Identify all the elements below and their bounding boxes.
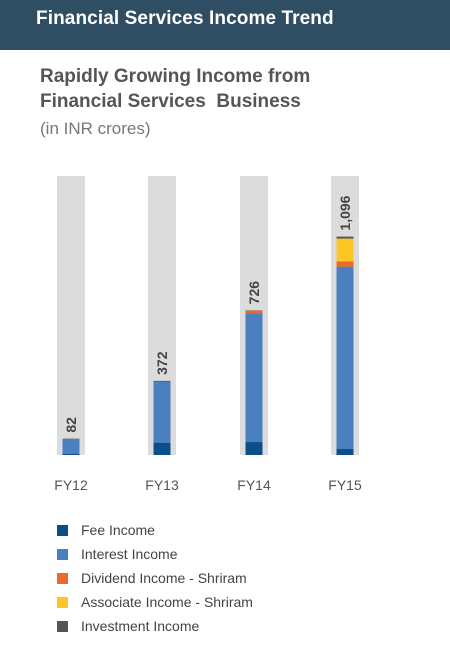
bar-segment-FY13-0 bbox=[153, 442, 171, 455]
bar-segment-FY14-2 bbox=[245, 310, 263, 314]
bar-segment-FY15-4 bbox=[336, 236, 354, 239]
legend-swatch bbox=[57, 573, 68, 584]
bar-track-FY12 bbox=[57, 176, 85, 455]
legend-swatch bbox=[57, 549, 68, 560]
chart-title: Rapidly Growing Income from Financial Se… bbox=[40, 64, 420, 114]
legend-label: Associate Income - Shriram bbox=[81, 594, 253, 610]
unit-label: (in INR crores) bbox=[40, 119, 151, 138]
total-label-FY15: 1,096 bbox=[337, 195, 353, 230]
bar-segment-FY15-0 bbox=[336, 449, 354, 455]
stacked-bar-chart: 82 FY12 372 FY13 726 FY14 1,096 FY15 bbox=[54, 176, 362, 493]
bar-segment-FY14-0 bbox=[245, 442, 263, 455]
total-label-FY12: 82 bbox=[63, 417, 79, 433]
legend-label: Interest Income bbox=[81, 546, 178, 562]
legend-swatch bbox=[57, 621, 68, 632]
page-title: Financial Services Income Trend bbox=[36, 8, 334, 29]
legend-swatch bbox=[57, 525, 68, 536]
x-tick-label-FY12: FY12 bbox=[54, 477, 88, 493]
bar-segment-FY12-1 bbox=[62, 439, 80, 455]
chart-title-line-1: Rapidly Growing Income from bbox=[40, 66, 311, 87]
bar-segment-FY15-2 bbox=[336, 261, 354, 267]
bar-segment-FY15-1 bbox=[336, 266, 354, 450]
total-label-FY14: 726 bbox=[246, 281, 262, 305]
bar-segment-FY13-1 bbox=[153, 381, 171, 443]
header-bar: Financial Services Income Trend bbox=[0, 0, 450, 50]
legend-label: Investment Income bbox=[81, 618, 200, 634]
bar-segment-FY15-3 bbox=[336, 238, 354, 262]
legend-label: Dividend Income - Shriram bbox=[81, 570, 247, 586]
bar-segment-FY14-1 bbox=[245, 313, 263, 443]
legend-swatch bbox=[57, 597, 68, 608]
x-tick-label-FY15: FY15 bbox=[328, 477, 362, 493]
x-tick-label-FY13: FY13 bbox=[145, 477, 179, 493]
total-label-FY13: 372 bbox=[154, 351, 170, 375]
legend-label: Fee Income bbox=[81, 522, 155, 538]
x-tick-label-FY14: FY14 bbox=[237, 477, 271, 493]
bar-segment-FY12-0 bbox=[62, 454, 80, 455]
bar-segment-FY13-4 bbox=[153, 380, 171, 382]
chart-title-line-2: Financial Services Business bbox=[40, 91, 301, 112]
